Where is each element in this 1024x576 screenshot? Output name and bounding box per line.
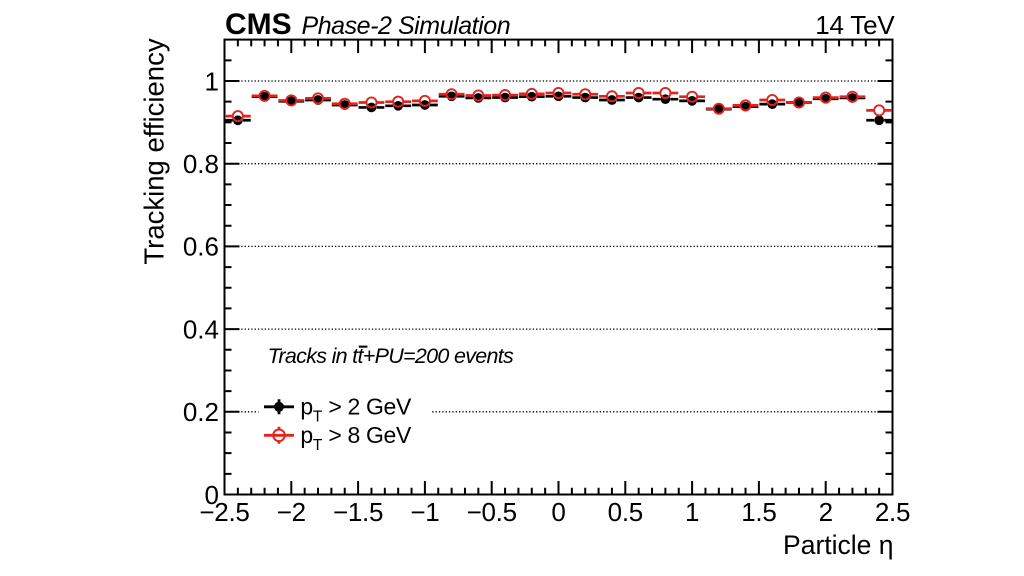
svg-text:CMS: CMS xyxy=(225,8,292,41)
svg-text:Tracks in tt+PU=200 events: Tracks in tt+PU=200 events xyxy=(268,344,514,368)
svg-text:−1.5: −1.5 xyxy=(333,497,383,527)
svg-text:0.2: 0.2 xyxy=(183,397,219,427)
svg-text:1.5: 1.5 xyxy=(741,497,776,527)
svg-text:0.4: 0.4 xyxy=(183,314,219,344)
svg-text:1: 1 xyxy=(205,66,219,96)
svg-text:0.6: 0.6 xyxy=(183,232,219,262)
svg-text:14 TeV: 14 TeV xyxy=(815,10,895,40)
svg-text:2.5: 2.5 xyxy=(875,497,910,527)
svg-text:−2.5: −2.5 xyxy=(199,497,249,527)
svg-text:2: 2 xyxy=(819,497,833,527)
svg-text:1: 1 xyxy=(685,497,699,527)
svg-text:0.8: 0.8 xyxy=(183,149,219,179)
svg-text:Particle η: Particle η xyxy=(783,530,893,560)
svg-text:−0.5: −0.5 xyxy=(467,497,517,527)
svg-text:0: 0 xyxy=(551,497,565,527)
svg-text:−2: −2 xyxy=(277,497,306,527)
svg-text:Phase-2 Simulation: Phase-2 Simulation xyxy=(302,12,511,40)
svg-text:0.5: 0.5 xyxy=(608,497,643,527)
svg-text:−1: −1 xyxy=(410,497,439,527)
svg-text:0: 0 xyxy=(205,480,219,510)
svg-text:Tracking efficiency: Tracking efficiency xyxy=(139,38,170,264)
